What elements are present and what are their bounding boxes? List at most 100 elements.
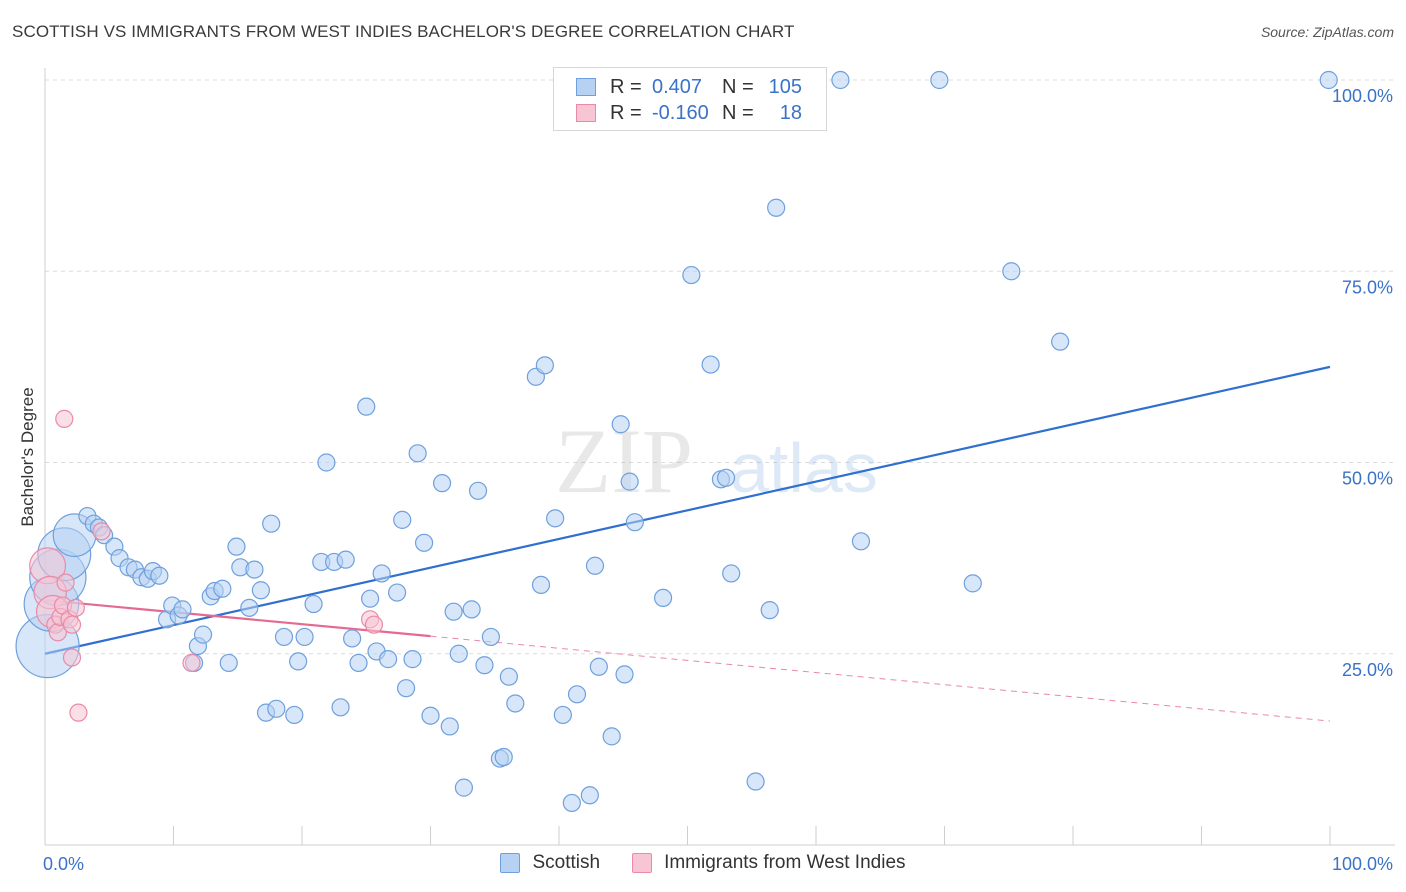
scottish-point xyxy=(240,598,259,617)
scottish-point xyxy=(317,453,336,472)
scottish-point xyxy=(304,594,323,614)
scottish-point xyxy=(173,600,192,619)
scottish-point xyxy=(440,717,459,736)
scottish-point xyxy=(285,705,304,725)
west-indies-swatch xyxy=(576,104,596,122)
scottish-point xyxy=(408,444,427,463)
scottish-point xyxy=(274,627,294,647)
legend-label: Immigrants from West Indies xyxy=(664,852,906,873)
scottish-point xyxy=(245,560,264,579)
x-tick-label: 0.0% xyxy=(43,854,84,874)
scottish-point xyxy=(393,510,412,529)
scottish-point xyxy=(682,265,701,285)
scottish-point xyxy=(378,650,398,669)
scottish-swatch xyxy=(576,78,596,96)
scottish-point xyxy=(361,589,380,608)
watermark: ZIP atlas xyxy=(555,410,878,512)
scottish-point xyxy=(767,198,786,217)
axis-labels: 25.0% 50.0% 75.0% 100.0% 0.0% 100.0% xyxy=(43,86,1393,874)
scottish-point xyxy=(213,579,232,598)
chart-title: SCOTTISH VS IMMIGRANTS FROM WEST INDIES … xyxy=(12,22,795,41)
scottish-point xyxy=(760,601,779,620)
scottish-point xyxy=(930,70,949,90)
scottish-point xyxy=(454,778,474,797)
scottish-point xyxy=(625,513,644,532)
trend-line-west-indies xyxy=(44,599,431,638)
scottish-point xyxy=(414,533,434,552)
scottish-point xyxy=(722,564,741,583)
r-label: R = xyxy=(610,101,642,124)
west-indies-point xyxy=(62,615,82,634)
scottish-point xyxy=(295,627,314,647)
scottish-point xyxy=(716,468,736,487)
watermark-atlas: atlas xyxy=(730,429,878,507)
scottish-point xyxy=(746,772,765,791)
r-value: 0.407 xyxy=(652,75,703,98)
axes xyxy=(44,68,1395,846)
scottish-point xyxy=(396,679,416,698)
y-tick-label: 25.0% xyxy=(1342,660,1393,680)
scottish-point xyxy=(535,356,554,375)
scottish-point xyxy=(468,481,488,500)
n-label: N = xyxy=(722,75,754,98)
scottish-point xyxy=(432,474,452,493)
scottish-point xyxy=(349,653,368,673)
west-indies-point xyxy=(182,653,201,673)
west-indies-point xyxy=(92,522,111,541)
scottish-point xyxy=(1319,70,1338,90)
west-indies-point xyxy=(56,573,75,592)
trend-line-scottish xyxy=(44,365,1331,655)
series-legend: Scottish Immigrants from West Indies xyxy=(0,852,1406,874)
scottish-point xyxy=(251,581,270,600)
west-indies-point xyxy=(364,615,384,634)
n-label: N = xyxy=(722,101,754,124)
n-value: 105 xyxy=(768,75,802,98)
scottish-point xyxy=(615,665,634,684)
legend-item-west-indies[interactable]: Immigrants from West Indies xyxy=(632,852,906,874)
y-tick-label: 75.0% xyxy=(1342,277,1393,297)
scottish-point xyxy=(611,415,630,434)
scottish-point xyxy=(506,694,525,713)
scottish-point xyxy=(219,653,238,673)
scottish-point xyxy=(499,667,518,686)
scottish-point xyxy=(580,786,599,805)
stats-row-scottish: R = 0.407 N = 105 xyxy=(576,75,802,99)
scottish-point xyxy=(546,509,565,528)
scottish-point xyxy=(481,627,500,647)
scottish-point xyxy=(372,564,391,583)
scottish-point xyxy=(403,650,422,669)
scottish-point xyxy=(831,70,850,90)
scottish-point xyxy=(421,706,440,725)
scottish-point xyxy=(449,644,468,663)
west-indies-point xyxy=(66,598,85,617)
scottish-point xyxy=(262,514,281,533)
scottish-point xyxy=(227,537,246,556)
scottish-point xyxy=(602,727,621,746)
west-indies-point xyxy=(69,703,88,722)
scottish-point xyxy=(387,583,407,602)
y-tick-label: 100.0% xyxy=(1332,86,1393,106)
scottish-point xyxy=(585,556,605,575)
trend-lines xyxy=(44,365,1331,722)
scottish-point xyxy=(462,600,481,619)
scottish-point xyxy=(331,698,350,717)
west-indies-point xyxy=(62,648,82,667)
west-indies-point xyxy=(55,409,74,428)
scottish-point xyxy=(562,793,581,813)
stats-row-west-indies: R = -0.160 N = 18 xyxy=(576,101,802,125)
scottish-point xyxy=(653,588,673,608)
scottish-point xyxy=(357,397,376,416)
r-label: R = xyxy=(610,75,642,98)
trend-line-extension xyxy=(430,635,1331,722)
scottish-point xyxy=(851,532,871,551)
r-value: -0.160 xyxy=(652,101,709,124)
scottish-point xyxy=(553,705,572,725)
scottish-point xyxy=(289,652,308,671)
stats-legend: R = 0.407 N = 105 R = -0.160 N = 18 xyxy=(553,67,827,131)
scottish-point xyxy=(267,699,286,718)
x-tick-label: 100.0% xyxy=(1332,854,1393,874)
legend-item-scottish[interactable]: Scottish xyxy=(500,852,600,874)
n-value: 18 xyxy=(779,101,802,124)
scottish-point xyxy=(1002,262,1021,281)
